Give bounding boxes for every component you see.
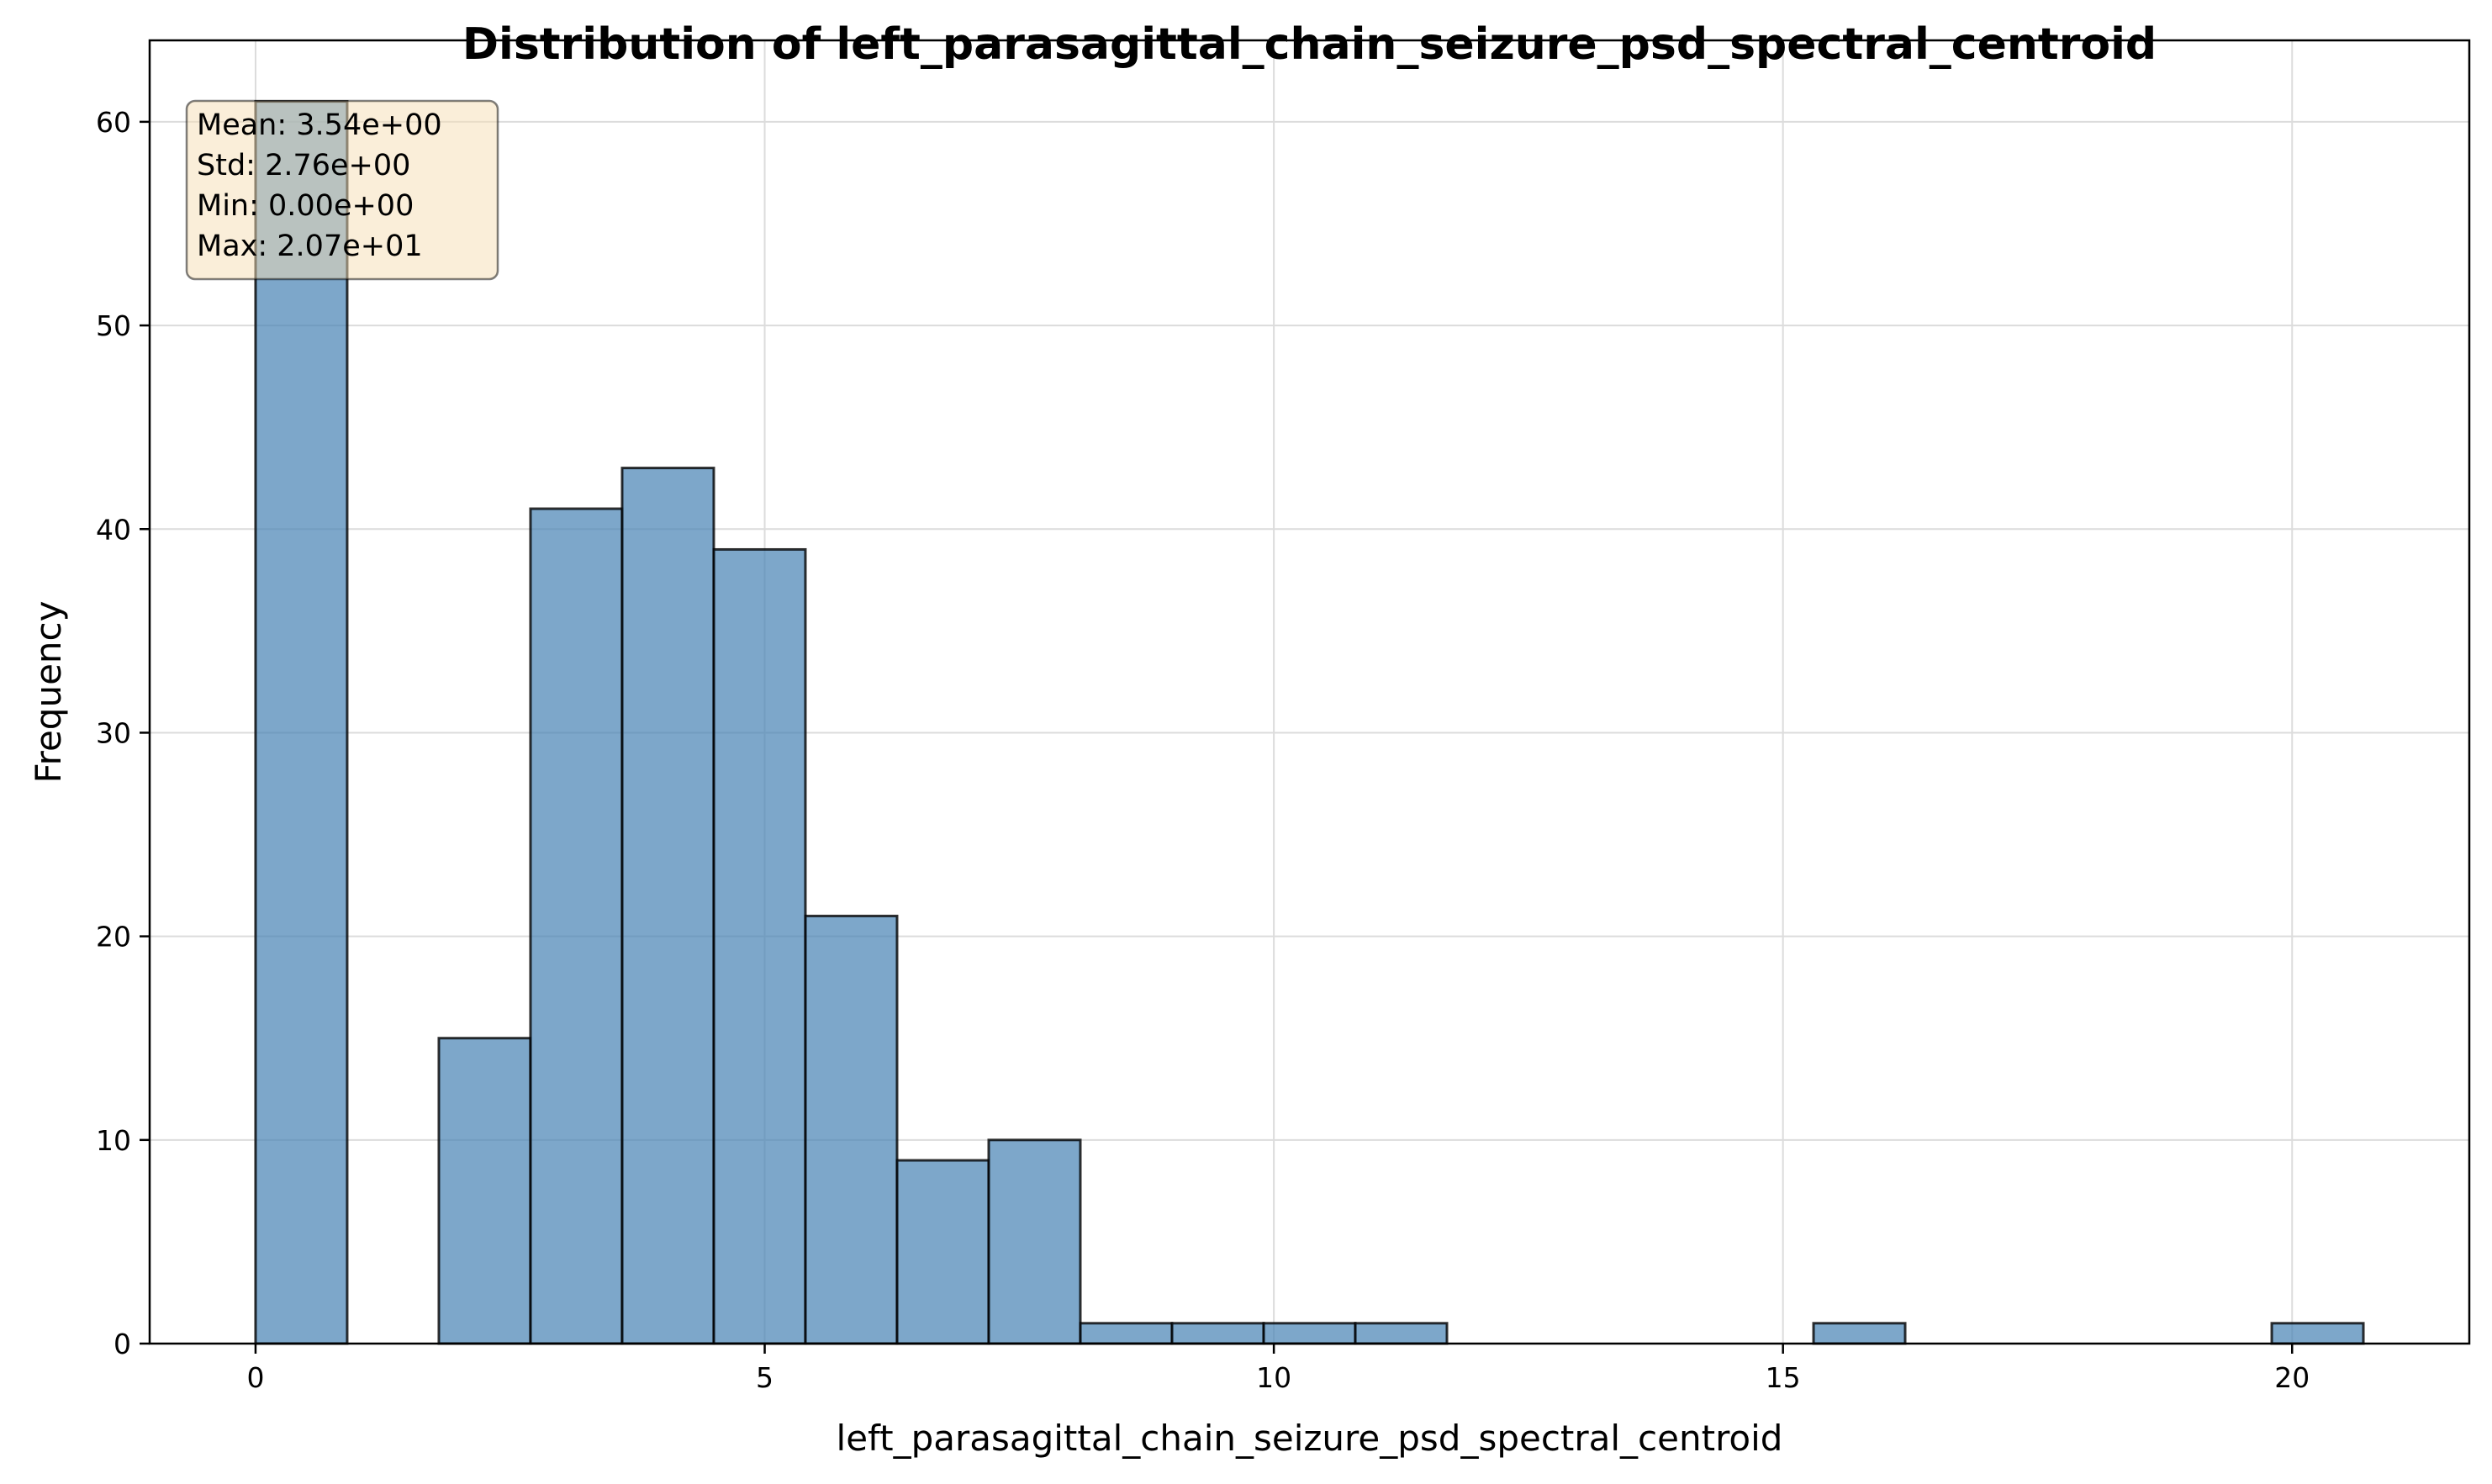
stats-std: Std: 2.76e+00 bbox=[197, 149, 410, 182]
stats-max: Max: 2.07e+01 bbox=[197, 230, 423, 263]
x-tick-label: 10 bbox=[1256, 1361, 1291, 1394]
histogram-bar bbox=[620, 467, 715, 1345]
y-tick-label: 50 bbox=[96, 309, 131, 342]
histogram-bar bbox=[437, 1037, 532, 1345]
y-tick-label: 0 bbox=[114, 1328, 131, 1360]
histogram-bar bbox=[1812, 1322, 1907, 1345]
histogram-bar bbox=[254, 100, 349, 1345]
y-tick-label: 10 bbox=[96, 1124, 131, 1157]
y-tick-label: 20 bbox=[96, 921, 131, 953]
stats-box-background bbox=[185, 99, 499, 281]
axes-frame bbox=[148, 39, 2471, 1345]
x-tick-label: 0 bbox=[246, 1361, 264, 1394]
y-tick-label: 60 bbox=[96, 106, 131, 139]
y-tick-label: 30 bbox=[96, 716, 131, 749]
y-axis-label: Frequency bbox=[28, 601, 69, 784]
histogram-bar bbox=[1262, 1322, 1357, 1345]
stats-mean: Mean: 3.54e+00 bbox=[197, 108, 442, 142]
histogram-bar bbox=[529, 507, 624, 1345]
histogram-bar bbox=[1079, 1322, 1174, 1345]
x-tick-label: 5 bbox=[756, 1361, 773, 1394]
histogram-bar bbox=[2270, 1322, 2365, 1345]
histogram-bar bbox=[1354, 1322, 1449, 1345]
histogram-bar bbox=[987, 1138, 1082, 1345]
x-tick-label: 15 bbox=[1766, 1361, 1801, 1394]
histogram-bar bbox=[712, 547, 807, 1345]
histogram-bar bbox=[804, 914, 899, 1345]
histogram-bar bbox=[1170, 1322, 1265, 1345]
x-tick-label: 20 bbox=[2274, 1361, 2310, 1394]
chart-title: Distribution of left_parasagittal_chain_… bbox=[462, 19, 2157, 70]
x-axis-label: left_parasagittal_chain_seizure_psd_spec… bbox=[837, 1418, 1783, 1459]
stats-min: Min: 0.00e+00 bbox=[197, 189, 414, 223]
stats-box: Mean: 3.54e+00 Std: 2.76e+00 Min: 0.00e+… bbox=[185, 99, 499, 281]
y-tick-label: 40 bbox=[96, 513, 131, 546]
histogram-bars bbox=[254, 100, 2365, 1345]
axis-ticks: 0 5 10 15 20 0 10 20 30 40 50 60 bbox=[96, 106, 2310, 1394]
histogram-bar bbox=[895, 1159, 990, 1345]
